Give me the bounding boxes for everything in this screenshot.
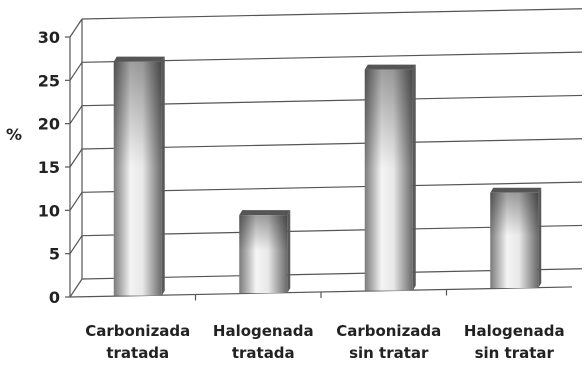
gridline-depth: [69, 192, 83, 211]
gridline: [81, 181, 583, 193]
category-labels: Carbonizada tratada Halogenada tratada Carbo…: [85, 322, 564, 362]
y-tick-label: 25: [38, 71, 60, 90]
gridlines: [69, 8, 583, 298]
gridline-depth: [69, 148, 83, 168]
bar-side: [412, 64, 416, 291]
gridline-depth: [69, 278, 83, 298]
gridline-depth: [69, 62, 83, 81]
bar-top: [239, 210, 291, 216]
category-label: Carbonizada tratada: [85, 322, 190, 362]
bar-top: [113, 56, 165, 62]
gridline: [81, 138, 583, 150]
y-tick-labels: 0 5 10 15 20 25 30: [38, 28, 60, 307]
bar-shade: [113, 61, 162, 296]
bar-top: [490, 187, 542, 193]
bar-side: [538, 187, 542, 289]
gridline: [81, 51, 583, 63]
bar-side: [161, 56, 165, 296]
y-tick-label: 20: [38, 115, 60, 134]
category-label: Halogenada sin tratar: [464, 322, 565, 362]
gridline: [81, 94, 583, 107]
bar-shade: [239, 215, 288, 294]
gridline: [81, 8, 583, 20]
bar-shade: [490, 192, 539, 289]
gridline-depth: [69, 235, 83, 254]
y-tick-label: 10: [38, 201, 60, 220]
category-label: Halogenada tratada: [213, 322, 314, 362]
category-label: Carbonizada sin tratar: [336, 322, 441, 362]
bar-side: [287, 210, 291, 294]
bars: [113, 56, 542, 296]
y-tick-label: 30: [38, 28, 60, 47]
y-tick-label: 5: [49, 245, 60, 264]
y-tick-label: 15: [38, 158, 60, 177]
gridline-depth: [69, 105, 83, 124]
bar-shade: [364, 69, 413, 291]
gridline-depth: [69, 18, 83, 38]
y-axis-label: %: [6, 125, 22, 144]
y-tick-label: 0: [49, 288, 60, 307]
bar-top: [364, 64, 416, 70]
